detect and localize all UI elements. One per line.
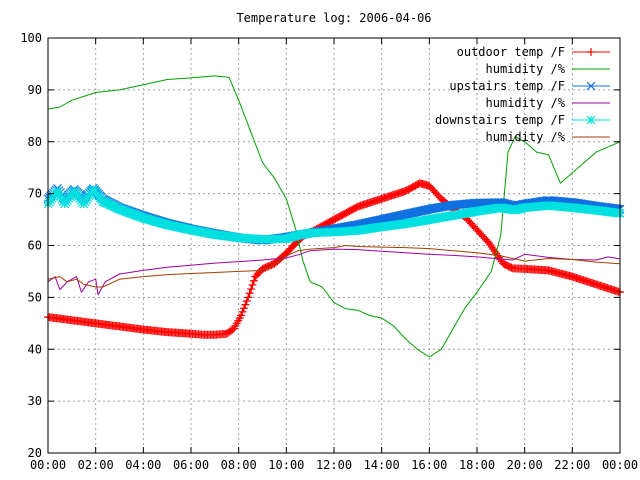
x-tick-label: 04:00 [125,458,161,472]
legend-entry: humidity /% [486,62,610,76]
series-line [47,75,621,358]
x-tick-label: 22:00 [554,458,590,472]
y-tick-label: 60 [28,239,42,253]
x-tick-label: 12:00 [316,458,352,472]
y-tick-label: 20 [28,446,42,460]
x-tick-label: 16:00 [411,458,447,472]
legend-label: humidity /% [486,96,566,110]
series-5 [47,245,621,288]
legend-marker [587,48,595,56]
series-1 [47,75,621,358]
x-tick-label: 00:00 [602,458,638,472]
x-tick-label: 14:00 [364,458,400,472]
legend-entry: downstairs temp /F [435,113,610,127]
x-tick-label: 00:00 [30,458,66,472]
x-tick-label: 10:00 [268,458,304,472]
x-tick-label: 08:00 [221,458,257,472]
legend-label: downstairs temp /F [435,113,565,127]
axes: 20 30 40 50 60 70 80 90 100 00:00 02:00 04:00 06:00 0… [20,31,638,472]
x-tick-label: 02:00 [78,458,114,472]
legend-entry: upstairs temp /F [449,79,610,93]
legend-marker [586,115,596,125]
y-tick-label: 100 [20,31,42,45]
y-tick-label: 80 [28,135,42,149]
y-tick-label: 30 [28,394,42,408]
legend-entry: humidity /% [486,130,610,144]
legend-label: humidity /% [486,130,566,144]
x-tick-label: 18:00 [459,458,495,472]
grid-lines [48,38,620,453]
plot-series [43,75,625,358]
x-tick-label: 06:00 [173,458,209,472]
y-tick-label: 90 [28,83,42,97]
legend: outdoor temp /F humidity /% upstairs temp … [435,45,610,144]
y-tick-label: 70 [28,187,42,201]
x-tick-label: 20:00 [507,458,543,472]
series-line [47,245,621,288]
chart-title: Temperature log: 2006-04-06 [236,11,431,25]
y-tick-label: 50 [28,290,42,304]
legend-label: upstairs temp /F [449,79,565,93]
plot-frame [47,37,621,454]
legend-marker [586,81,596,91]
legend-label: outdoor temp /F [457,45,565,59]
legend-entry: humidity /% [486,96,610,110]
y-tick-label: 40 [28,342,42,356]
legend-entry: outdoor temp /F [457,45,610,59]
legend-label: humidity /% [486,62,566,76]
